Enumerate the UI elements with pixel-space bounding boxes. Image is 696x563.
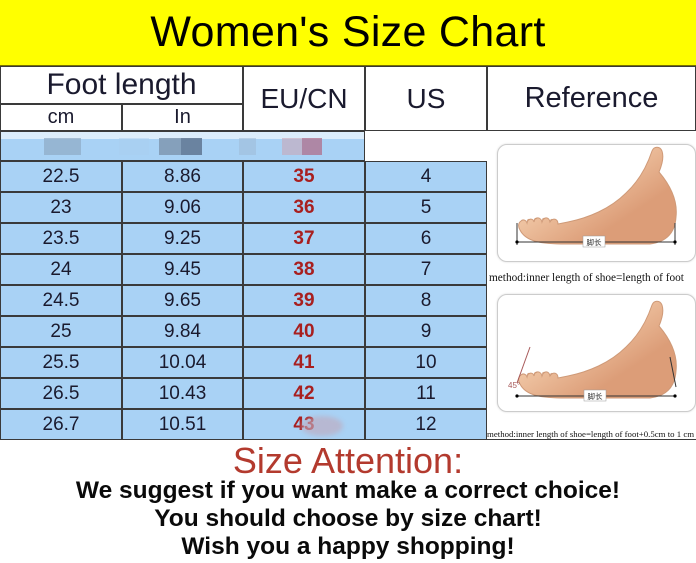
svg-text:脚长: 脚长 <box>587 237 602 247</box>
svg-text:脚长: 脚长 <box>588 391 603 401</box>
svg-text:45°: 45° <box>508 381 520 390</box>
